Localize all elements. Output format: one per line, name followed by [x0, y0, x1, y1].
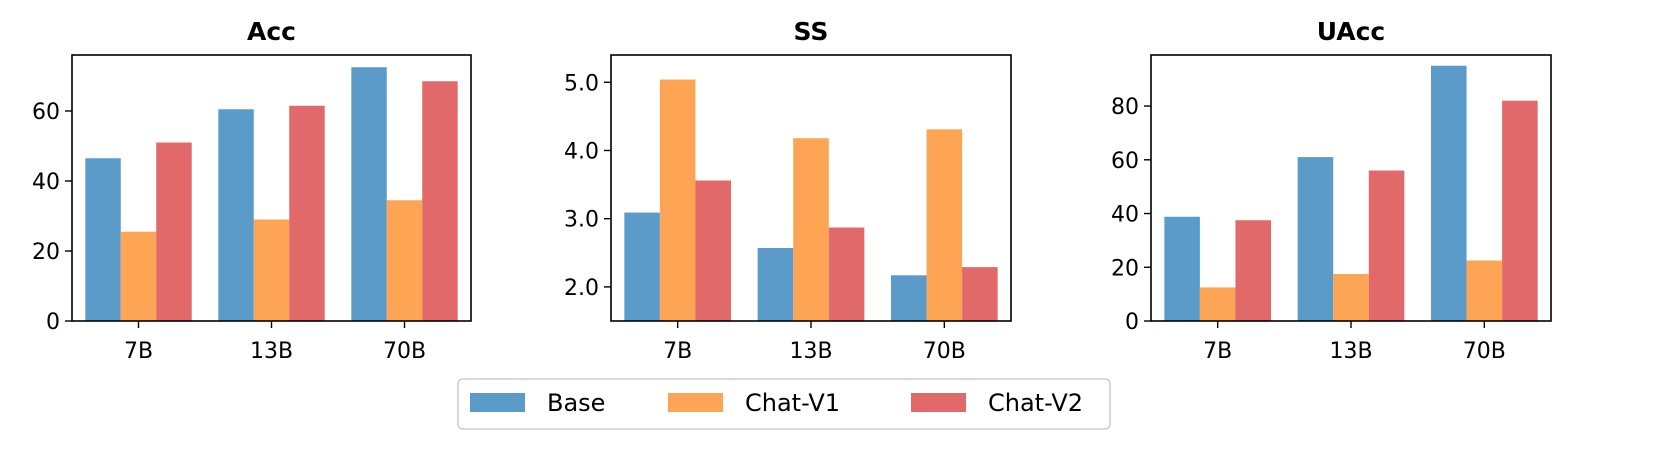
y-tick-label: 40 — [32, 170, 60, 195]
bar-uacc-base-70b — [1431, 65, 1467, 322]
subplot-acc: Acc 0 20 40 60 7B 13B 70B — [32, 17, 472, 364]
legend-swatch-chat-v1 — [668, 393, 723, 412]
x-tick-label: 13B — [789, 339, 832, 364]
bar-ss-chat-v2-13b — [828, 227, 865, 321]
subplot-title: Acc — [247, 17, 296, 46]
y-tick-label: 3.0 — [564, 208, 599, 233]
y-tick-label: 2.0 — [564, 276, 599, 301]
y-tick-label: 0 — [46, 310, 60, 335]
bar-uacc-chat-v1-70b — [1466, 260, 1503, 321]
bar-ss-base-70b — [891, 275, 927, 321]
bar-acc-chat-v1-13b — [253, 219, 290, 321]
bar-acc-chat-v2-70b — [422, 81, 458, 321]
bar-ss-chat-v2-70b — [962, 267, 998, 321]
y-tick-label: 20 — [1111, 256, 1139, 281]
x-tick-label: 7B — [124, 339, 153, 364]
x-tick-label: 13B — [250, 339, 293, 364]
x-tick-label: 70B — [383, 339, 426, 364]
bar-acc-chat-v2-13b — [289, 105, 325, 321]
y-tick-label: 40 — [1111, 203, 1139, 228]
y-tick-label: 0 — [1125, 310, 1139, 335]
x-tick-label: 13B — [1329, 339, 1372, 364]
bar-uacc-chat-v2-70b — [1502, 100, 1538, 322]
bar-ss-chat-v2-7b — [695, 180, 731, 321]
bar-uacc-chat-v1-7b — [1199, 287, 1236, 321]
bar-ss-base-7b — [624, 212, 660, 321]
subplot-ss: SS 2.0 3.0 4.0 5.0 7B 13B 70B — [564, 17, 1012, 364]
legend-swatch-chat-v2 — [911, 393, 966, 412]
bar-uacc-chat-v2-7b — [1235, 220, 1271, 321]
x-tick-label: 7B — [1203, 339, 1232, 364]
x-tick-label: 70B — [923, 339, 966, 364]
y-tick-label: 60 — [1111, 149, 1139, 174]
y-tick-label: 4.0 — [564, 139, 599, 164]
bar-acc-base-70b — [351, 67, 387, 321]
y-tick-label: 20 — [32, 240, 60, 265]
bar-uacc-chat-v2-13b — [1368, 170, 1405, 321]
legend-frame — [457, 378, 1111, 430]
bar-acc-chat-v2-7b — [156, 142, 192, 321]
subplot-title: SS — [794, 17, 829, 46]
bar-ss-chat-v1-70b — [926, 129, 963, 321]
x-tick-label: 70B — [1463, 339, 1506, 364]
bar-ss-base-13b — [757, 248, 794, 321]
subplot-title: UAcc — [1317, 17, 1386, 46]
y-tick-label: 80 — [1111, 95, 1139, 120]
legend-label-chat-v2: Chat-V2 — [988, 389, 1083, 417]
subplot-uacc: UAcc 0 20 40 60 80 7B 13B 70B — [1111, 17, 1552, 364]
x-tick-label: 7B — [663, 339, 692, 364]
bar-acc-base-7b — [85, 158, 121, 321]
bar-ss-chat-v1-13b — [793, 138, 829, 321]
legend-label-base: Base — [547, 389, 605, 417]
bar-ss-chat-v1-7b — [659, 79, 696, 321]
y-tick-label: 5.0 — [564, 71, 599, 96]
bar-uacc-chat-v1-13b — [1333, 273, 1369, 321]
bar-uacc-base-13b — [1297, 157, 1334, 321]
bar-acc-chat-v1-70b — [386, 200, 423, 321]
bar-uacc-base-7b — [1164, 216, 1200, 321]
legend-swatch-base — [470, 393, 525, 412]
legend: Base Chat-V1 Chat-V2 — [457, 378, 1111, 430]
bar-acc-chat-v1-7b — [120, 231, 157, 321]
y-tick-label: 60 — [32, 100, 60, 125]
legend-label-chat-v1: Chat-V1 — [745, 389, 840, 417]
bar-acc-base-13b — [218, 109, 254, 321]
